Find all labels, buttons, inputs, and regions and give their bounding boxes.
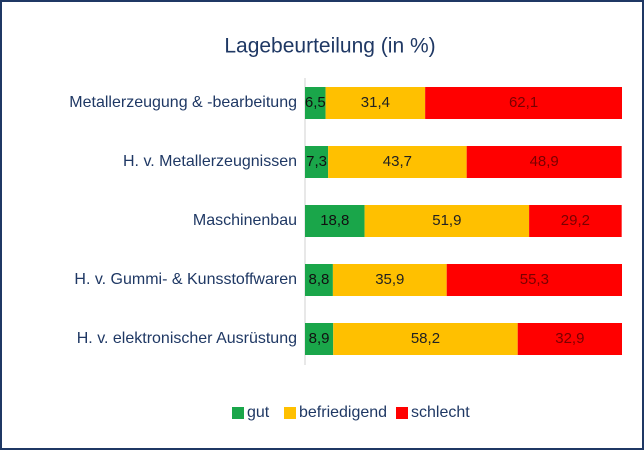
bar-segment [333, 323, 518, 355]
value-label: 29,2 [561, 212, 590, 229]
value-label: 43,7 [383, 153, 412, 170]
value-label: 51,9 [432, 212, 461, 229]
bar-segment [305, 323, 334, 355]
bar-segment [325, 87, 426, 119]
value-label: 31,4 [361, 94, 390, 111]
value-label: 7,3 [306, 153, 327, 170]
value-label: 48,9 [530, 153, 559, 170]
bar-segment [305, 146, 329, 178]
legend-label: gut [247, 404, 270, 421]
bar-segment [305, 264, 333, 296]
category-label: Metallerzeugung & -bearbeitung [69, 94, 297, 111]
legend-label: schlecht [411, 404, 470, 421]
legend-swatch [232, 407, 244, 419]
value-label: 32,9 [555, 330, 584, 347]
legend-swatch [284, 407, 296, 419]
category-label: H. v. Gummi- & Kunsstoffwaren [74, 271, 297, 288]
value-label: 18,8 [320, 212, 349, 229]
value-label: 8,9 [309, 330, 330, 347]
bar-segment [466, 146, 622, 178]
value-label: 8,8 [309, 271, 330, 288]
value-label: 35,9 [375, 271, 404, 288]
bar-segment [305, 205, 365, 237]
bar-segment [328, 146, 467, 178]
bar-segment [332, 264, 447, 296]
bar-segment [364, 205, 530, 237]
value-label: 62,1 [509, 94, 538, 111]
category-label: H. v. Metallerzeugnissen [123, 153, 297, 170]
chart-title: Lagebeurteilung (in %) [224, 35, 435, 58]
bar-segment [446, 264, 622, 296]
bar-segment [425, 87, 622, 119]
value-label: 55,3 [520, 271, 549, 288]
value-label: 58,2 [411, 330, 440, 347]
bar-segment [529, 205, 622, 237]
category-label: Maschinenbau [193, 212, 297, 229]
legend-swatch [396, 407, 408, 419]
bar-segment [305, 87, 326, 119]
legend-label: befriedigend [299, 404, 387, 421]
bar-segment [517, 323, 622, 355]
category-label: H. v. elektronischer Ausrüstung [77, 330, 297, 347]
value-label: 6,5 [305, 94, 326, 111]
